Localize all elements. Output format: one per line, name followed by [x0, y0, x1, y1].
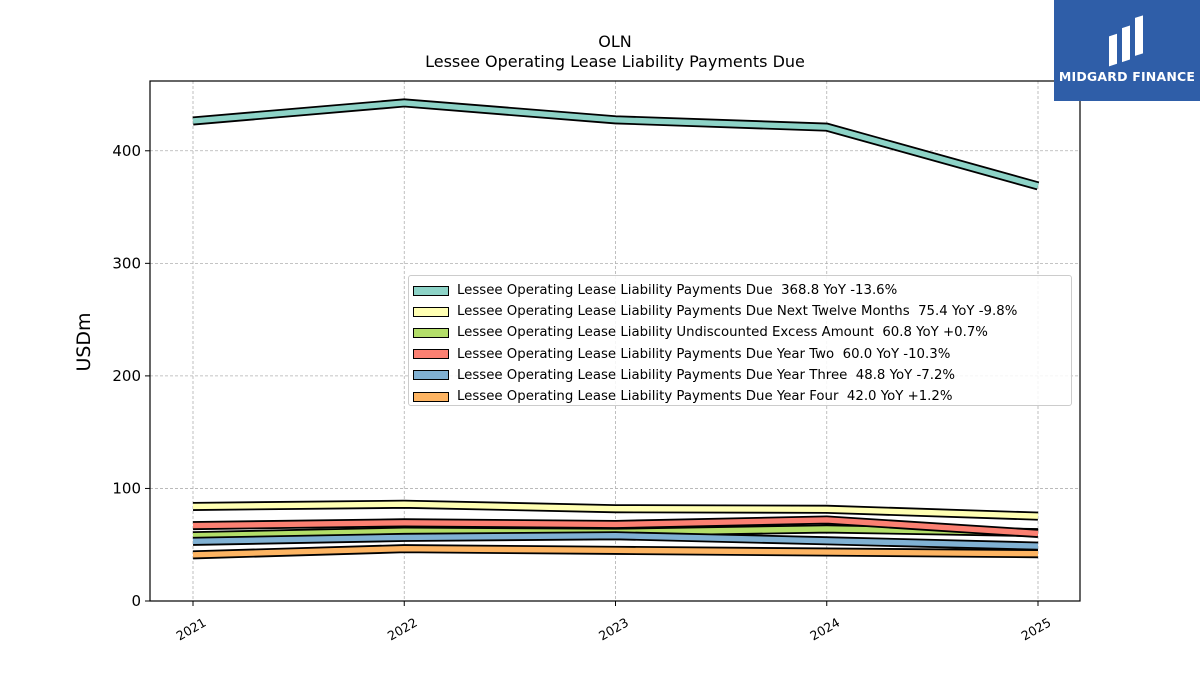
chart-subtitle: Lessee Operating Lease Liability Payment… — [425, 52, 805, 71]
legend-label: Lessee Operating Lease Liability Payment… — [457, 367, 956, 383]
series-line — [192, 533, 1039, 549]
legend-item: Lessee Operating Lease Liability Undisco… — [409, 322, 1071, 343]
y-axis-label: USDm — [73, 312, 95, 372]
legend-label: Lessee Operating Lease Liability Payment… — [457, 346, 951, 362]
legend-item: Lessee Operating Lease Liability Payment… — [409, 344, 1071, 365]
legend-swatch — [413, 285, 449, 296]
y-tick-label: 200 — [112, 367, 141, 385]
y-tick-label: 300 — [112, 254, 141, 272]
legend-swatch — [413, 349, 449, 360]
logo-mark-icon — [1109, 15, 1143, 67]
legend-item: Lessee Operating Lease Liability Payment… — [409, 301, 1071, 322]
legend-swatch — [413, 306, 449, 317]
x-tick-label: 2024 — [807, 615, 842, 644]
y-tick-label: 0 — [131, 592, 141, 610]
legend-label: Lessee Operating Lease Liability Undisco… — [457, 325, 988, 341]
y-tick-label: 100 — [112, 479, 141, 497]
x-tick-label: 2022 — [385, 615, 420, 644]
series-5 — [192, 544, 1039, 560]
y-tick-label: 400 — [112, 142, 141, 160]
logo-text: MIDGARD FINANCE — [1058, 69, 1196, 84]
series-1 — [192, 499, 1039, 521]
legend-swatch — [413, 391, 449, 402]
y-axis-ticks: 0 100 200 300 400 — [112, 142, 150, 610]
x-axis-ticks: 2021 2022 2023 2024 2025 — [173, 601, 1054, 644]
legend: Lessee Operating Lease Liability Payment… — [408, 275, 1072, 406]
legend-swatch — [413, 327, 449, 338]
x-tick-label: 2021 — [173, 615, 208, 644]
legend-swatch — [413, 370, 449, 381]
legend-item: Lessee Operating Lease Liability Payment… — [409, 386, 1071, 407]
series-4 — [192, 531, 1039, 551]
legend-item: Lessee Operating Lease Liability Payment… — [409, 365, 1071, 386]
brand-logo: MIDGARD FINANCE — [1054, 0, 1200, 101]
legend-label: Lessee Operating Lease Liability Payment… — [457, 389, 953, 405]
series-3 — [192, 515, 1039, 538]
chart-title: OLN — [598, 32, 632, 51]
x-tick-label: 2025 — [1018, 615, 1053, 644]
legend-label: Lessee Operating Lease Liability Payment… — [457, 304, 1018, 320]
series-lines — [192, 98, 1040, 560]
legend-item: Lessee Operating Lease Liability Payment… — [409, 280, 1071, 301]
legend-label: Lessee Operating Lease Liability Payment… — [457, 283, 898, 299]
series-0 — [192, 98, 1040, 191]
x-tick-label: 2023 — [596, 615, 631, 644]
